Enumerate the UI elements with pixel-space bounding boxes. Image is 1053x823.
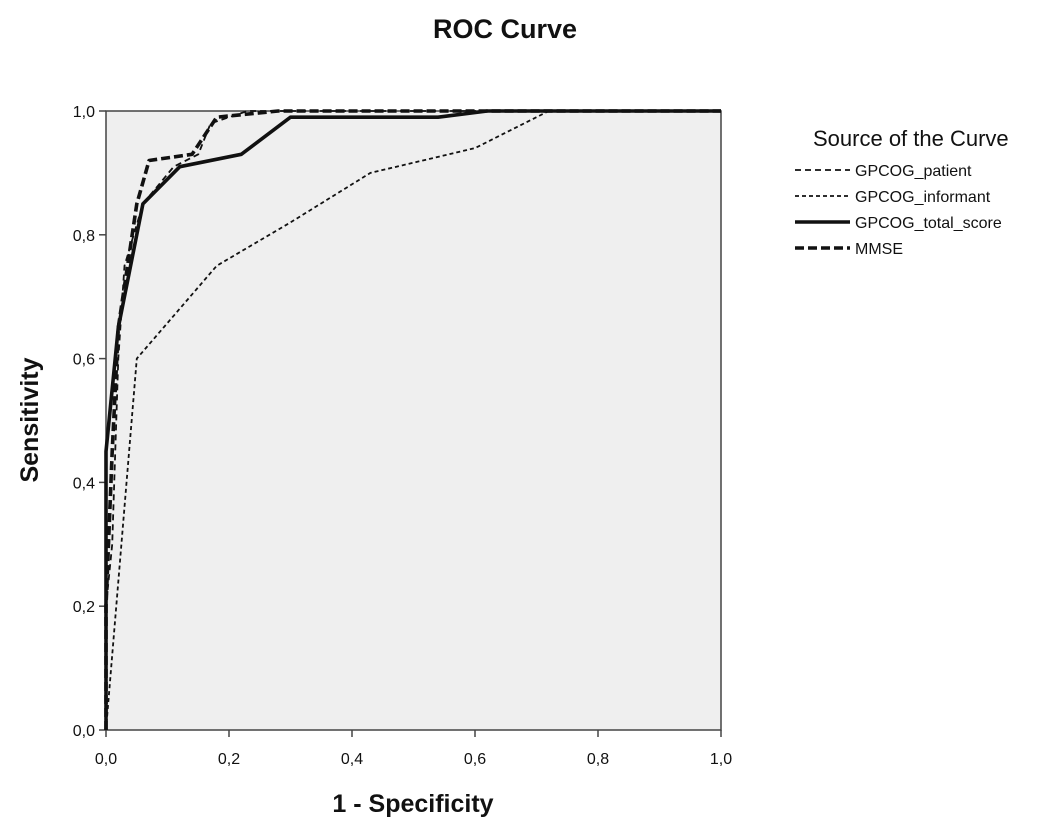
y-tick-label: 0,0 [73, 723, 95, 740]
legend-label: MMSE [855, 241, 903, 258]
chart-title: ROC Curve [433, 14, 577, 44]
x-tick-label: 0,2 [218, 751, 240, 768]
legend-item: MMSE [795, 241, 903, 258]
legend: Source of the Curve GPCOG_patient GPCOG_i… [795, 126, 1009, 258]
legend-label: GPCOG_total_score [855, 215, 1002, 232]
plot-area [105, 110, 722, 731]
legend-item: GPCOG_total_score [795, 215, 1002, 232]
y-axis-label: Sensitivity [16, 357, 44, 482]
legend-label: GPCOG_patient [855, 163, 972, 180]
series-line-gpcog-patient [105, 110, 721, 730]
y-tick-label: 1,0 [73, 104, 95, 121]
x-axis: 0,0 0,2 0,4 0,6 0,8 1,0 [95, 730, 732, 768]
series-line-gpcog-total-score [104, 109, 721, 730]
series-line-mmse [104, 109, 721, 730]
legend-item: GPCOG_patient [795, 163, 972, 180]
x-tick-label: 0,8 [587, 751, 609, 768]
y-tick-label: 0,8 [73, 228, 95, 245]
x-tick-label: 0,4 [341, 751, 363, 768]
legend-title: Source of the Curve [813, 126, 1009, 151]
legend-label: GPCOG_informant [855, 189, 991, 206]
series-lines [104, 109, 721, 731]
x-tick-label: 1,0 [710, 751, 732, 768]
series-line-gpcog-informant [105, 110, 721, 731]
y-tick-label: 0,6 [73, 352, 95, 369]
x-axis-label: 1 - Specificity [332, 790, 493, 818]
y-tick-label: 0,2 [73, 599, 95, 616]
x-tick-label: 0,6 [464, 751, 486, 768]
y-tick-label: 0,4 [73, 475, 95, 492]
y-axis: 0,0 0,2 0,4 0,6 0,8 1,0 [73, 104, 106, 740]
legend-item: GPCOG_informant [795, 189, 991, 206]
x-tick-label: 0,0 [95, 751, 117, 768]
